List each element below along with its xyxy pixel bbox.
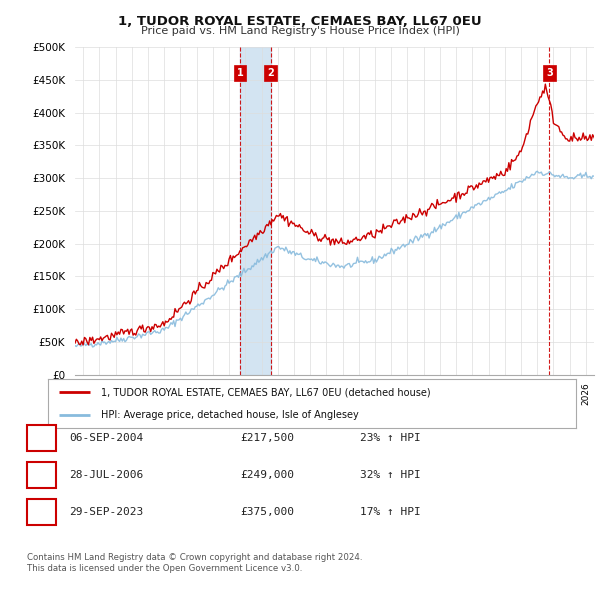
Text: 29-SEP-2023: 29-SEP-2023: [69, 507, 143, 517]
Text: 17% ↑ HPI: 17% ↑ HPI: [360, 507, 421, 517]
Text: 3: 3: [546, 68, 553, 78]
Text: Contains HM Land Registry data © Crown copyright and database right 2024.
This d: Contains HM Land Registry data © Crown c…: [27, 553, 362, 573]
Text: Price paid vs. HM Land Registry's House Price Index (HPI): Price paid vs. HM Land Registry's House …: [140, 26, 460, 36]
Text: 1, TUDOR ROYAL ESTATE, CEMAES BAY, LL67 0EU (detached house): 1, TUDOR ROYAL ESTATE, CEMAES BAY, LL67 …: [101, 388, 430, 398]
Text: £249,000: £249,000: [240, 470, 294, 480]
Text: 1, TUDOR ROYAL ESTATE, CEMAES BAY, LL67 0EU: 1, TUDOR ROYAL ESTATE, CEMAES BAY, LL67 …: [118, 15, 482, 28]
Text: 2: 2: [38, 470, 45, 480]
Text: 32% ↑ HPI: 32% ↑ HPI: [360, 470, 421, 480]
Text: 3: 3: [38, 507, 45, 517]
Text: 23% ↑ HPI: 23% ↑ HPI: [360, 433, 421, 442]
Text: 1: 1: [237, 68, 244, 78]
Bar: [240, 47, 271, 375]
Text: HPI: Average price, detached house, Isle of Anglesey: HPI: Average price, detached house, Isle…: [101, 409, 359, 419]
Text: 2: 2: [268, 68, 274, 78]
Text: £375,000: £375,000: [240, 507, 294, 517]
Text: 28-JUL-2006: 28-JUL-2006: [69, 470, 143, 480]
Text: £217,500: £217,500: [240, 433, 294, 442]
Text: 06-SEP-2004: 06-SEP-2004: [69, 433, 143, 442]
Text: 1: 1: [38, 433, 45, 442]
